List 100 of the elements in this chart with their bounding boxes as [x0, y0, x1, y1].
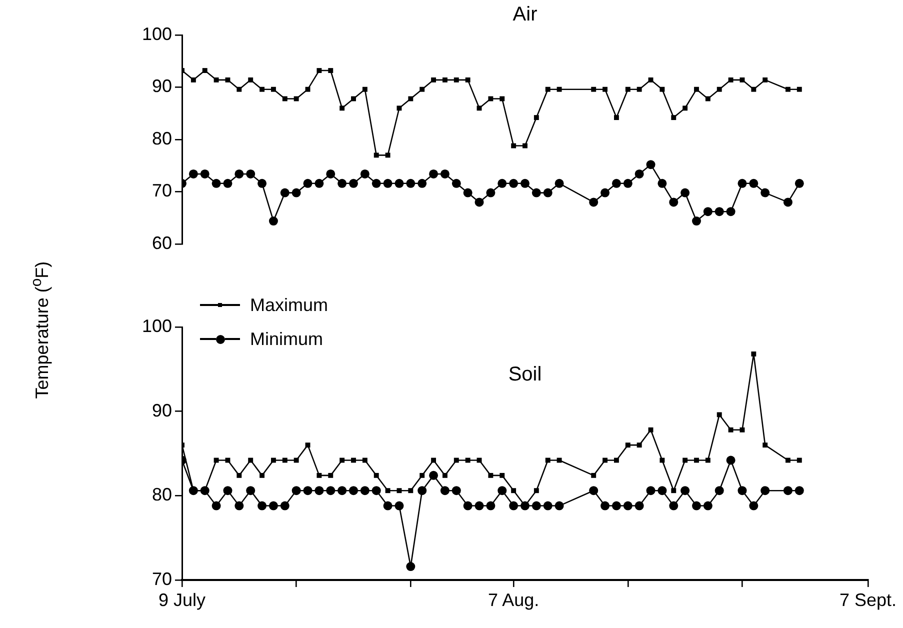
legend-label: Minimum: [250, 328, 324, 350]
point: [600, 501, 610, 510]
point: [694, 458, 699, 463]
x-tick-label: 7 Aug.: [488, 590, 540, 610]
point: [282, 458, 288, 463]
point: [646, 486, 656, 496]
y-tick-label: 80: [152, 128, 172, 148]
point: [394, 178, 404, 188]
point: [751, 86, 756, 92]
point: [738, 486, 747, 496]
point: [316, 472, 322, 478]
point: [316, 68, 322, 74]
point: [714, 207, 724, 216]
point: [465, 77, 470, 82]
point: [498, 178, 507, 188]
point: [509, 178, 518, 188]
point: [268, 501, 278, 510]
point: [454, 458, 459, 463]
point: [703, 207, 712, 216]
point: [509, 501, 518, 510]
point: [671, 115, 676, 120]
point: [625, 86, 630, 92]
point: [783, 486, 792, 496]
legend-label: Maximum: [250, 294, 328, 316]
point: [783, 198, 792, 207]
point: [268, 216, 278, 226]
y-tick-label: 90: [152, 76, 172, 96]
point: [692, 216, 701, 226]
point: [280, 188, 290, 198]
point: [796, 458, 802, 463]
point: [636, 86, 642, 92]
point: [406, 178, 416, 188]
point: [614, 115, 619, 120]
point: [532, 188, 541, 198]
point: [749, 501, 758, 510]
point: [669, 198, 678, 207]
point: [728, 427, 734, 432]
point: [762, 77, 768, 82]
point: [383, 178, 392, 188]
point: [303, 178, 312, 188]
point: [236, 86, 242, 92]
point: [488, 472, 494, 478]
x-tick-label: 7 Sept.: [839, 590, 897, 610]
point: [476, 106, 482, 111]
point: [418, 178, 427, 188]
y-tick-label: 70: [152, 568, 172, 589]
point: [385, 152, 390, 158]
point: [612, 178, 621, 188]
point: [340, 106, 345, 111]
point: [760, 188, 770, 198]
point: [634, 169, 644, 178]
point: [534, 115, 539, 120]
point: [602, 458, 608, 463]
point: [703, 501, 712, 510]
point: [660, 86, 665, 92]
point: [452, 486, 461, 496]
point: [682, 106, 688, 111]
point: [602, 86, 608, 92]
point: [749, 178, 758, 188]
point: [648, 427, 654, 432]
point: [294, 458, 299, 463]
point: [394, 501, 404, 510]
point: [545, 86, 550, 92]
point: [326, 169, 336, 178]
point: [520, 178, 530, 188]
point: [396, 106, 402, 111]
point: [270, 86, 276, 92]
point: [500, 96, 505, 102]
point: [431, 458, 436, 463]
point: [282, 96, 288, 102]
point: [442, 472, 448, 478]
point: [338, 486, 347, 496]
point: [680, 188, 690, 198]
chart-title: Air: [512, 4, 538, 26]
point: [440, 169, 450, 178]
point: [246, 169, 256, 178]
point: [294, 96, 299, 102]
point: [349, 178, 358, 188]
point: [545, 458, 550, 463]
point: [236, 472, 242, 478]
point: [751, 352, 756, 356]
point: [420, 472, 425, 478]
y-tick-label: 60: [152, 232, 172, 253]
point: [260, 472, 265, 478]
point: [314, 486, 324, 496]
point: [246, 486, 256, 496]
point: [234, 501, 244, 510]
x-tick-label: 9 July: [158, 590, 206, 610]
point: [260, 86, 265, 92]
point: [338, 178, 347, 188]
point: [383, 501, 392, 510]
point: [511, 143, 516, 148]
point: [463, 501, 472, 510]
point: [669, 501, 678, 510]
point: [658, 486, 667, 496]
point: [303, 486, 312, 496]
point: [305, 442, 310, 448]
point: [794, 178, 804, 188]
point: [408, 96, 414, 102]
y-tick-label: 100: [142, 316, 172, 336]
